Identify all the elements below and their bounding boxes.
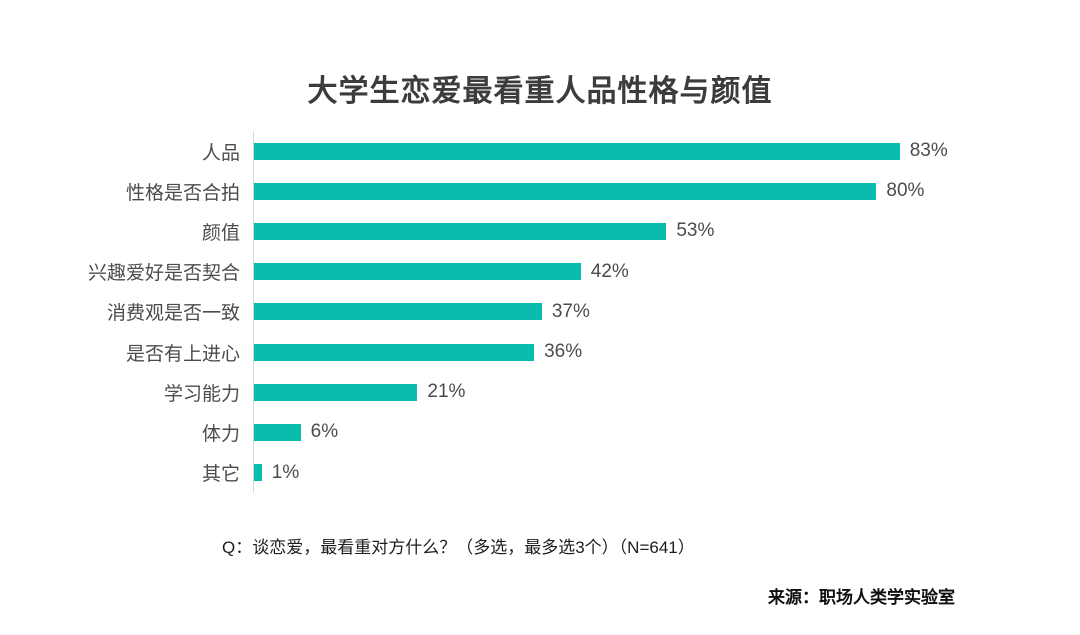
bar-track: 53% xyxy=(253,211,1080,252)
bar xyxy=(254,464,262,482)
bar-row: 颜值 53% xyxy=(0,211,1080,252)
bar-chart: 人品 83% 性格是否合拍 80% 颜值 53% 兴趣爱好是否契合 42% 消费观是否一致 37%… xyxy=(0,131,1080,493)
bar xyxy=(254,142,900,160)
bar xyxy=(254,182,877,200)
bar-track: 80% xyxy=(253,171,1080,212)
bar xyxy=(254,383,418,401)
bar-label: 颜值 xyxy=(201,222,240,244)
bar-row: 性格是否合拍 80% xyxy=(0,171,1080,212)
question-note: Q：谈恋爱，最看重对方什么？（多选，最多选3个）（N=641） xyxy=(222,538,695,557)
bar-row: 人品 83% xyxy=(0,131,1080,172)
bar-label: 其它 xyxy=(201,464,240,486)
bar-label: 兴趣爱好是否契合 xyxy=(87,263,240,285)
bar-row: 其它 1% xyxy=(0,452,1080,493)
bar xyxy=(254,222,667,240)
bar-value: 83% xyxy=(909,140,948,162)
bar-row: 学习能力 21% xyxy=(0,372,1080,413)
bar-label: 性格是否合拍 xyxy=(125,182,240,204)
bar-value: 80% xyxy=(886,180,925,202)
bar xyxy=(254,423,301,441)
bar-value: 36% xyxy=(544,341,583,363)
bar-track: 37% xyxy=(253,291,1080,332)
bar-value: 6% xyxy=(310,421,339,443)
bar-value: 37% xyxy=(551,300,590,322)
bar-track: 1% xyxy=(253,452,1080,493)
bar-track: 42% xyxy=(253,251,1080,292)
bar-track: 6% xyxy=(253,412,1080,453)
bar-label: 人品 xyxy=(201,142,240,164)
bar-row: 体力 6% xyxy=(0,412,1080,453)
bar xyxy=(254,263,581,281)
bar-track: 36% xyxy=(253,331,1080,373)
source-note: 来源：职场人类学实验室 xyxy=(768,588,955,607)
chart-title: 大学生恋爱最看重人品性格与颜值 xyxy=(307,75,773,108)
bar-value: 1% xyxy=(271,461,300,483)
bar-label: 体力 xyxy=(201,423,240,445)
bar-label: 消费观是否一致 xyxy=(106,303,240,325)
bar-row: 兴趣爱好是否契合 42% xyxy=(0,251,1080,292)
bar xyxy=(254,343,535,361)
bar-row: 消费观是否一致 37% xyxy=(0,291,1080,332)
bar-value: 21% xyxy=(427,381,466,403)
bar-row: 是否有上进心 36% xyxy=(0,331,1080,373)
bar-track: 21% xyxy=(253,372,1080,413)
bar-label: 学习能力 xyxy=(163,383,240,405)
bar-track: 83% xyxy=(253,131,1080,172)
bar xyxy=(254,303,542,321)
bar-label: 是否有上进心 xyxy=(125,343,240,365)
bar-value: 53% xyxy=(676,220,715,242)
bar-value: 42% xyxy=(590,260,629,282)
